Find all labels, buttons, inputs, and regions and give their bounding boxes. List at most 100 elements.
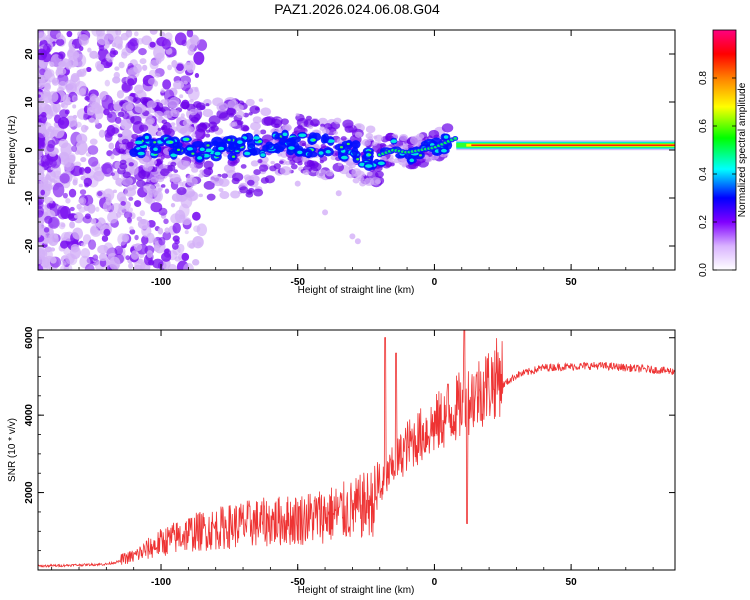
ridge-core-blue [351,146,359,156]
noise-speck [184,230,189,235]
noise-speck [178,203,190,218]
ridge-haze [320,143,327,149]
noise-speck [95,206,100,212]
ridge-haze [135,179,146,188]
ridge-core-green [346,142,350,146]
colorbar: 0.0 0.2 0.4 0.6 0.8 Normalized spectral ampl… [698,29,748,277]
noise-speck [69,206,75,212]
noise-speck [98,129,106,138]
y-tick-label: -20 [24,238,35,253]
noise-speck [193,51,205,65]
ridge-haze [308,160,319,169]
noise-speck [58,80,68,91]
ridge-haze [218,178,230,187]
noise-speck [172,235,180,242]
noise-speck [107,102,115,112]
ridge-haze [227,100,239,109]
noise-speck [78,197,87,205]
noise-speck [174,256,182,262]
noise-speck [45,250,53,260]
ridge-haze [167,173,173,178]
colorbar-tick-label: 0.2 [698,215,709,229]
noise-speck [136,38,144,45]
noise-speck [88,156,99,167]
ridge-core-green [312,138,316,142]
ridge-haze [119,163,128,170]
ridge-haze [167,99,179,109]
ridge-haze [221,173,228,179]
noise-speck [157,187,162,192]
noise-speck [38,232,41,238]
noise-speck [107,211,119,224]
noise-speck [171,192,183,202]
ridge-core-cyan [204,148,213,153]
noise-speck [50,247,56,252]
stable-line-red [471,144,675,146]
ridge-haze [157,127,162,132]
noise-speck [160,88,165,93]
noise-speck [176,243,185,254]
noise-speck [87,203,96,214]
ridge-core-blue [306,151,318,158]
noise-speck [84,166,92,174]
ridge-haze [161,119,168,125]
ridge-haze [199,122,206,128]
ridge-haze [202,108,214,118]
noise-speck [97,191,103,197]
ridge-haze [384,161,393,168]
noise-speck [163,218,169,225]
ridge-core-blue [192,140,205,148]
ridge-haze [393,158,400,164]
ridge-haze [365,125,376,134]
noise-speck [134,31,139,37]
noise-speck [65,82,77,95]
outlier-speck [322,209,329,216]
noise-speck [133,264,143,270]
ridge-haze [146,119,154,125]
ridge-haze [176,187,187,196]
noise-speck [110,154,115,160]
ridge-haze [342,119,354,129]
x-tick-label: -50 [290,577,305,588]
ridge-haze [310,118,320,127]
ridge-haze [138,124,149,132]
noise-speck [193,225,201,233]
noise-speck [52,182,65,198]
ridge-haze [441,123,454,133]
ridge-haze [121,138,130,145]
noise-speck [98,45,105,51]
ridge-haze [279,160,284,165]
noise-speck [38,75,46,89]
ridge-core-green [169,141,173,144]
noise-speck [65,198,71,204]
ridge-haze [337,162,343,167]
noise-speck [175,63,184,71]
snr-panel: -100 -50 0 50 2000 4000 6000 Height of straigh… [7,326,676,596]
ridge-haze [173,169,179,173]
noise-speck [182,217,192,226]
ridge-haze [142,163,153,172]
ridge-core-cyan [377,161,385,166]
noise-speck [38,32,45,41]
ridge-haze [239,186,249,194]
noise-speck [149,30,158,35]
spectrogram-y-label: Frequency (Hz) [7,116,18,185]
ridge-haze [253,169,261,176]
ridge-core-cyan [325,149,331,154]
ridge-haze [167,164,176,172]
noise-speck [187,48,195,56]
snr-y-label: SNR (10 * v/v) [7,418,18,482]
ridge-haze [333,131,338,135]
ridge-core-green [356,158,360,161]
noise-speck [146,250,153,259]
noise-speck [49,154,62,169]
noise-speck [57,205,69,220]
noise-speck [62,192,68,199]
noise-speck [44,70,52,79]
noise-speck [72,104,77,109]
noise-speck [76,203,82,210]
noise-speck [139,58,147,65]
ridge-haze [148,158,157,166]
noise-speck [92,254,99,261]
